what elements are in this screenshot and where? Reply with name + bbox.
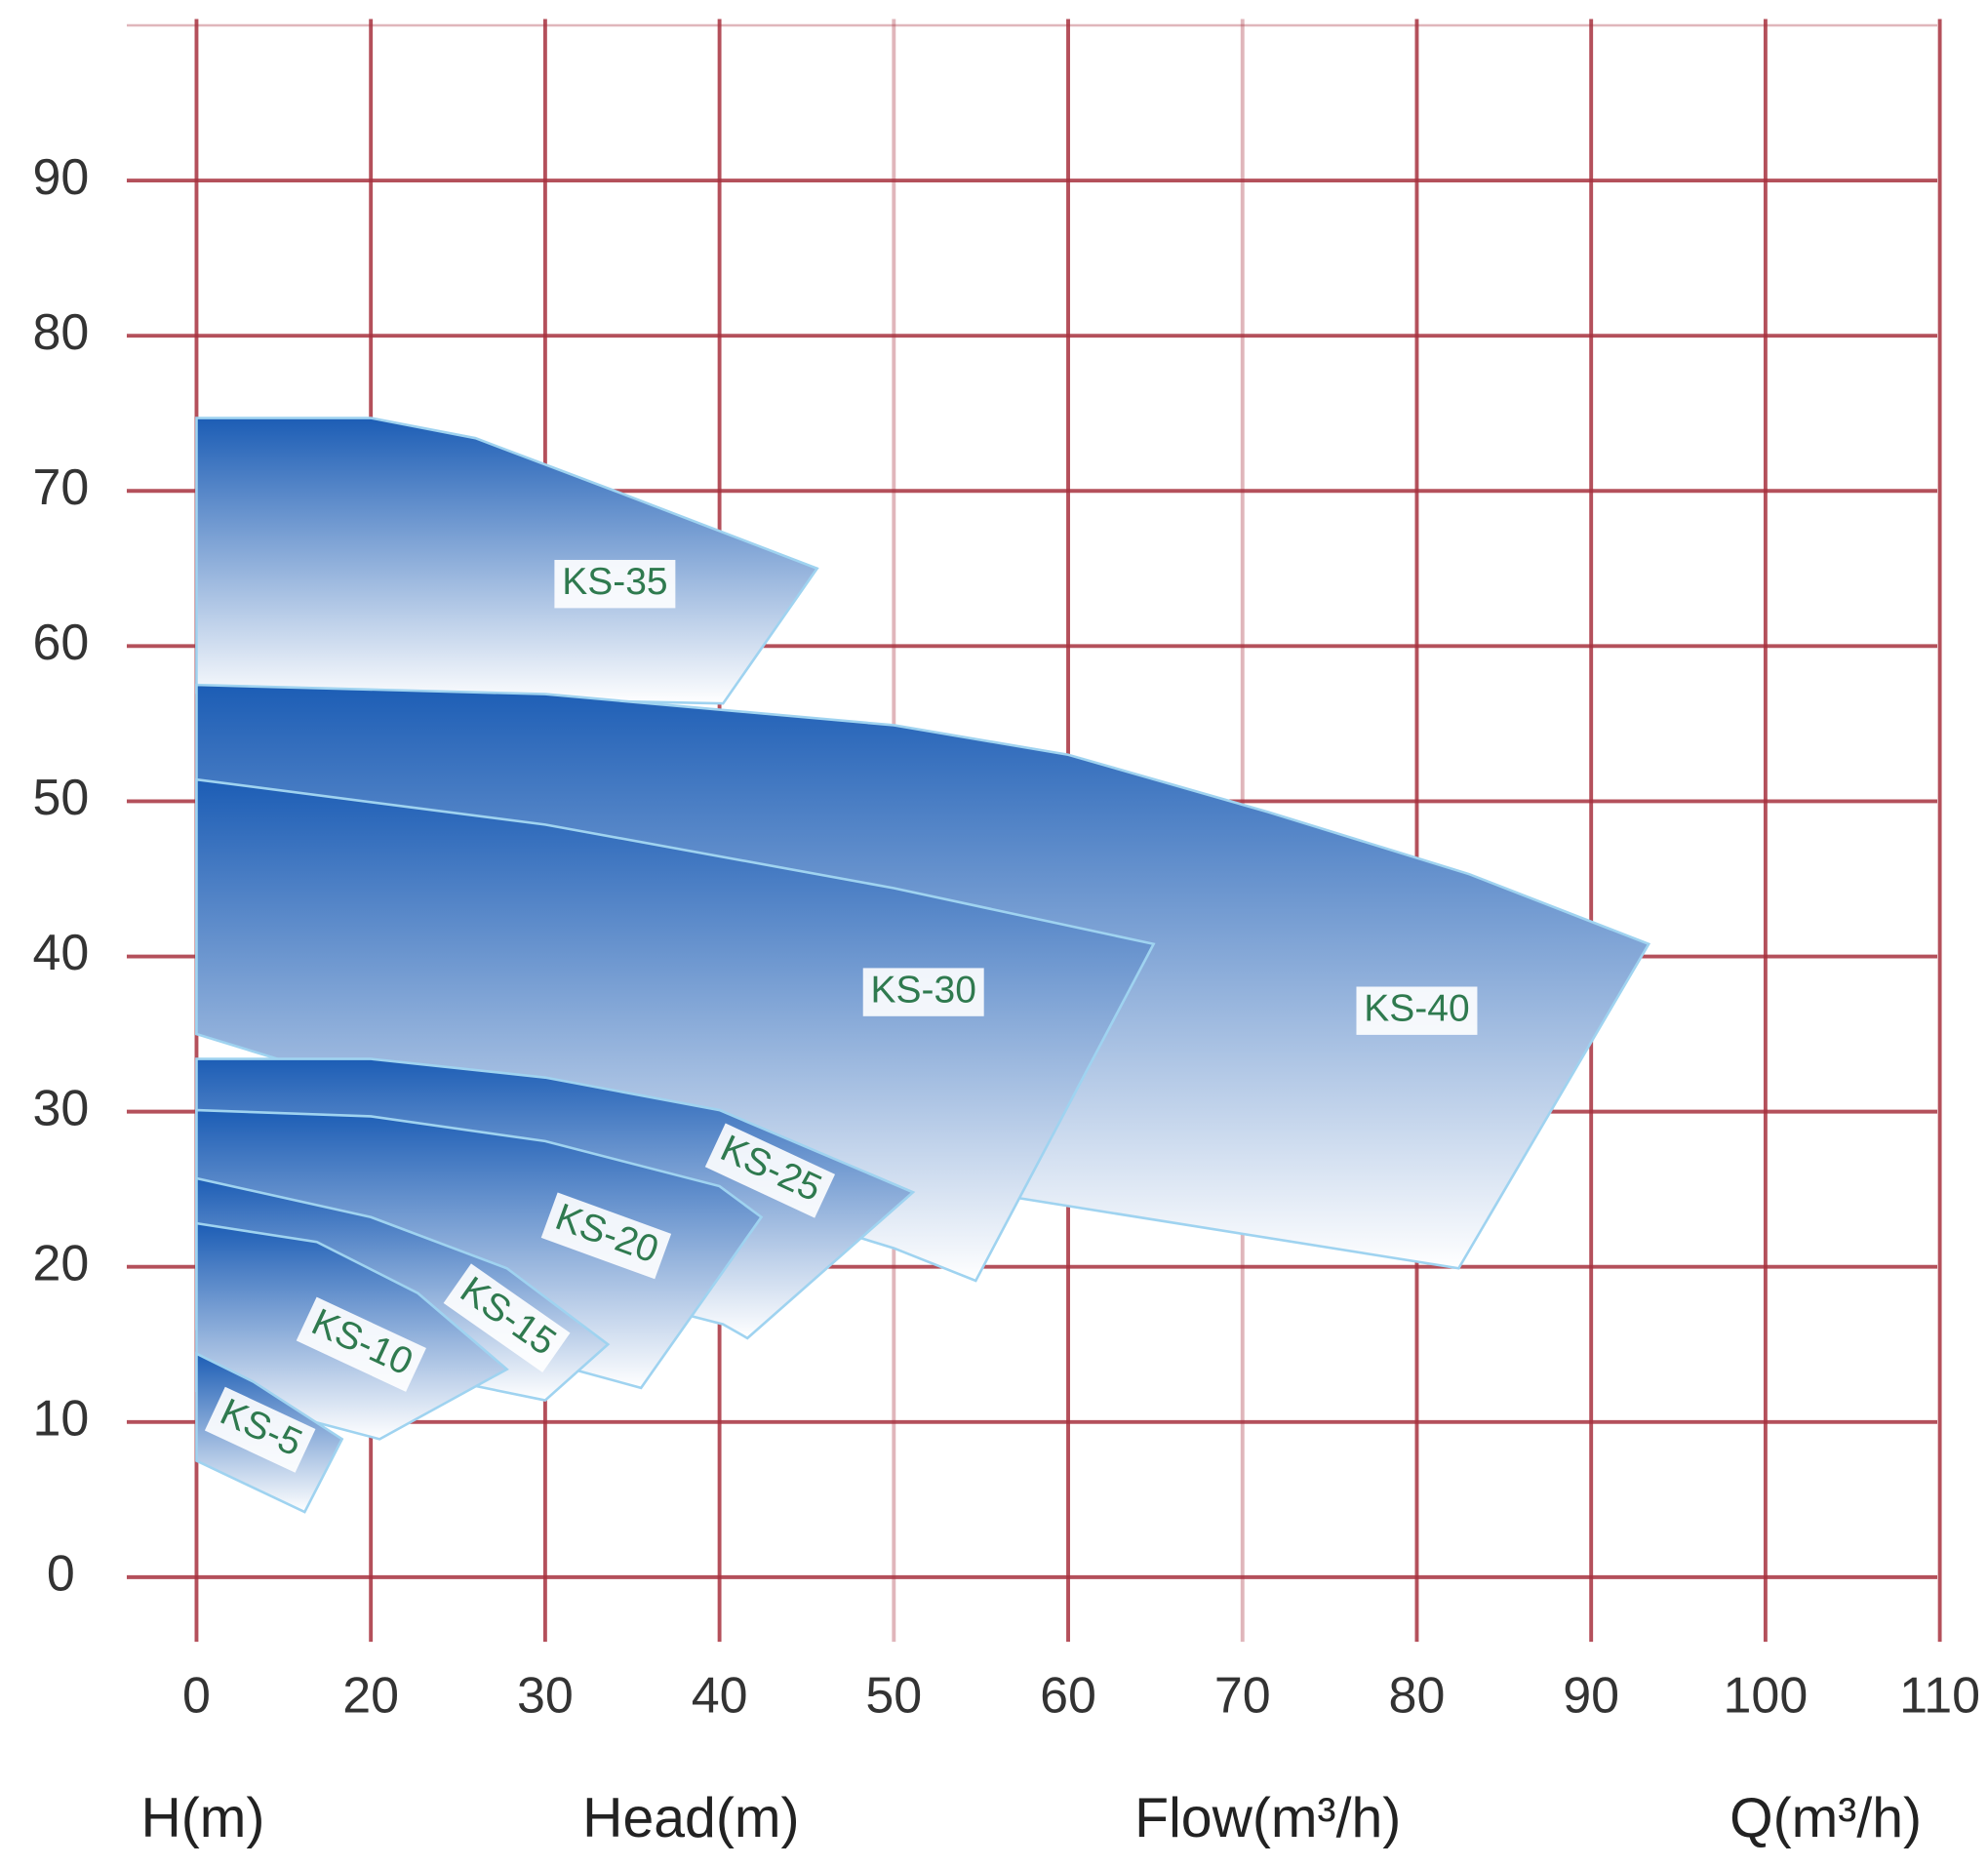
pump-label-group: KS-35 xyxy=(554,560,676,609)
label-box xyxy=(296,1296,426,1392)
axis-title: Head(m) xyxy=(582,1787,799,1849)
label-box xyxy=(540,1192,672,1280)
y-tick-label: 20 xyxy=(32,1235,89,1291)
x-tick-label: 30 xyxy=(517,1667,574,1724)
x-tick-label: 60 xyxy=(1040,1667,1096,1724)
label-box xyxy=(204,1386,316,1473)
axis-title: Q(m³/h) xyxy=(1730,1787,1922,1849)
y-tick-label: 60 xyxy=(32,615,89,671)
y-tick-label: 40 xyxy=(32,925,89,981)
pump-label-group: KS-30 xyxy=(862,968,984,1016)
y-tick-label: 30 xyxy=(32,1080,89,1136)
axis-title: H(m) xyxy=(140,1787,264,1849)
x-tick-label: 70 xyxy=(1214,1667,1271,1724)
y-tick-label: 10 xyxy=(32,1391,89,1448)
y-tick-label: 0 xyxy=(47,1546,75,1603)
x-tick-label: 80 xyxy=(1389,1667,1446,1724)
y-tick-label: 50 xyxy=(32,770,89,826)
x-tick-label: 100 xyxy=(1724,1667,1809,1724)
label-box xyxy=(443,1263,571,1372)
y-tick-label: 80 xyxy=(32,304,89,361)
label-box xyxy=(554,560,676,609)
x-tick-label: 0 xyxy=(182,1667,211,1724)
x-tick-label: 50 xyxy=(865,1667,922,1724)
label-box xyxy=(862,968,984,1016)
label-box xyxy=(1356,986,1478,1035)
label-box xyxy=(704,1123,836,1218)
y-tick-label: 90 xyxy=(32,149,89,206)
x-tick-label: 90 xyxy=(1563,1667,1619,1724)
y-tick-label: 70 xyxy=(32,459,89,516)
pump-label: KS-35 xyxy=(562,561,667,603)
pump-region xyxy=(195,417,819,705)
pump-label-group: KS-40 xyxy=(1356,986,1478,1035)
x-tick-label: 20 xyxy=(342,1667,399,1724)
x-tick-label: 110 xyxy=(1899,1667,1980,1724)
axis-title: Flow(m³/h) xyxy=(1134,1787,1401,1849)
pump-label: KS-40 xyxy=(1364,988,1469,1030)
pump-label: KS-30 xyxy=(871,969,976,1011)
x-tick-label: 40 xyxy=(692,1667,748,1724)
